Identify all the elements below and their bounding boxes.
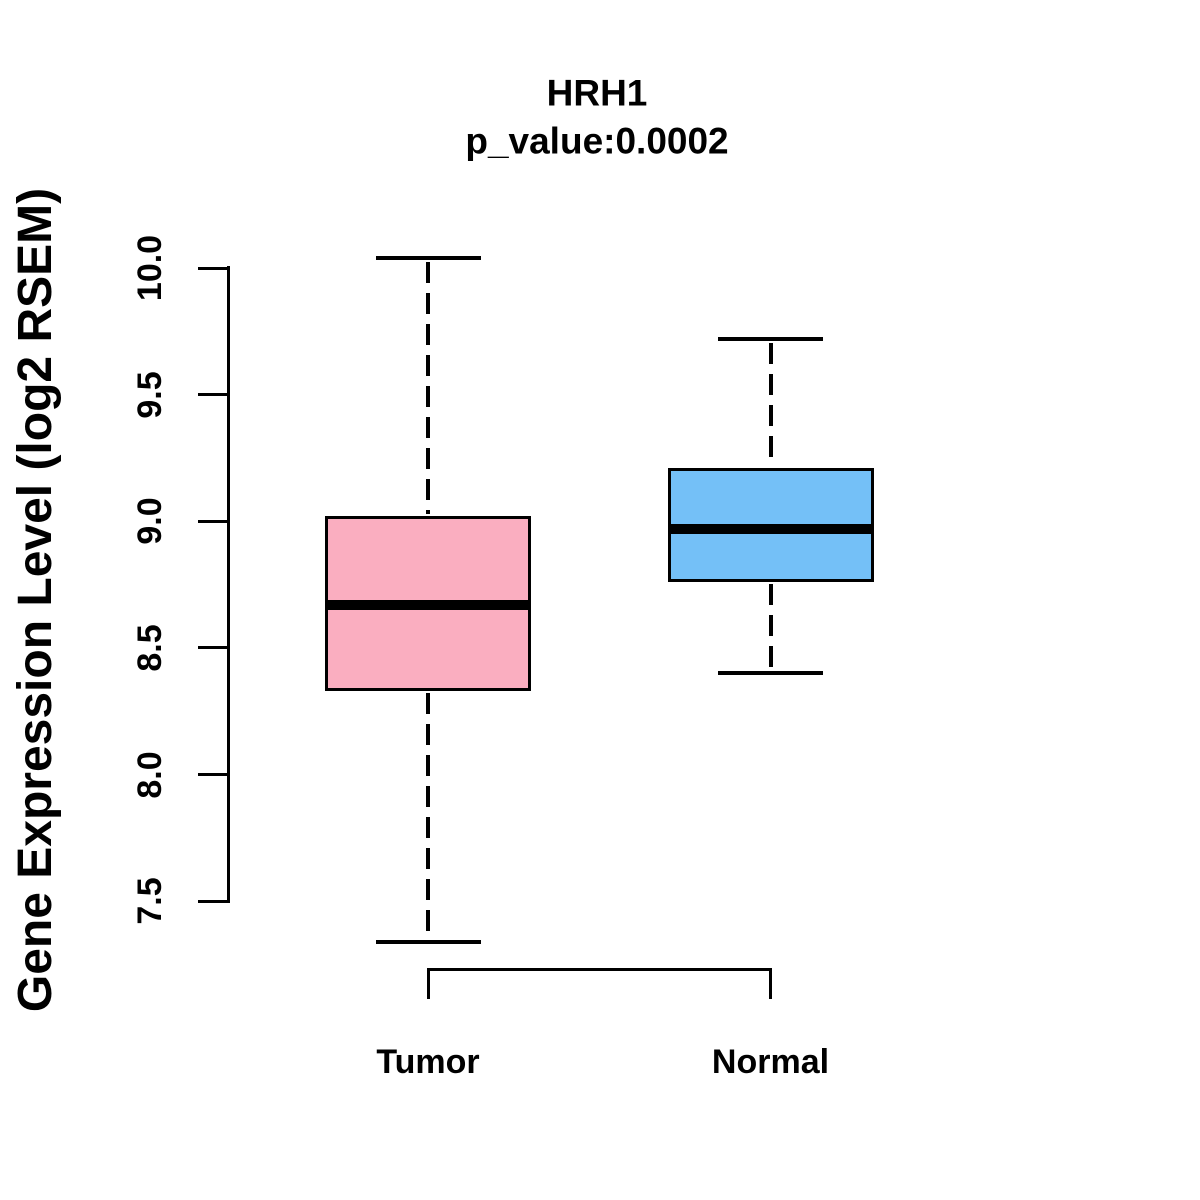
median-line [325, 599, 531, 610]
significance-bracket-horizontal [428, 968, 771, 971]
whisker-upper-line [426, 261, 430, 515]
y-tick-line [198, 519, 229, 523]
significance-bracket-right-leg [769, 968, 772, 999]
y-tick-label: 9.5 [131, 371, 169, 419]
y-tick-line [198, 899, 229, 903]
whisker-lower-cap [375, 939, 481, 944]
y-axis-title: Gene Expression Level (log2 RSEM) [9, 187, 62, 1013]
whisker-lower-line [426, 693, 430, 940]
y-tick-label: 8.5 [131, 624, 169, 672]
y-axis-line [227, 266, 230, 903]
whisker-upper-cap [718, 336, 823, 341]
category-label: Tumor [376, 1043, 480, 1081]
y-tick-label: 10.0 [131, 234, 169, 302]
significance-bracket-left-leg [426, 968, 430, 999]
chart-subtitle-pvalue: p_value:0.0002 [465, 120, 729, 162]
y-tick-line [198, 393, 229, 397]
category-label: Normal [711, 1043, 830, 1081]
y-tick-label: 8.0 [131, 751, 169, 799]
whisker-lower-cap [718, 671, 823, 676]
chart-title: HRH1 [546, 72, 648, 114]
median-line [667, 523, 874, 534]
y-tick-label: 7.5 [131, 877, 169, 925]
whisker-lower-line [768, 584, 773, 672]
y-tick-label: 9.0 [131, 497, 169, 545]
y-tick-line [198, 266, 229, 270]
whisker-upper-cap [375, 255, 481, 260]
y-tick-line [198, 646, 229, 650]
y-tick-line [198, 773, 229, 777]
whisker-upper-line [768, 342, 773, 467]
